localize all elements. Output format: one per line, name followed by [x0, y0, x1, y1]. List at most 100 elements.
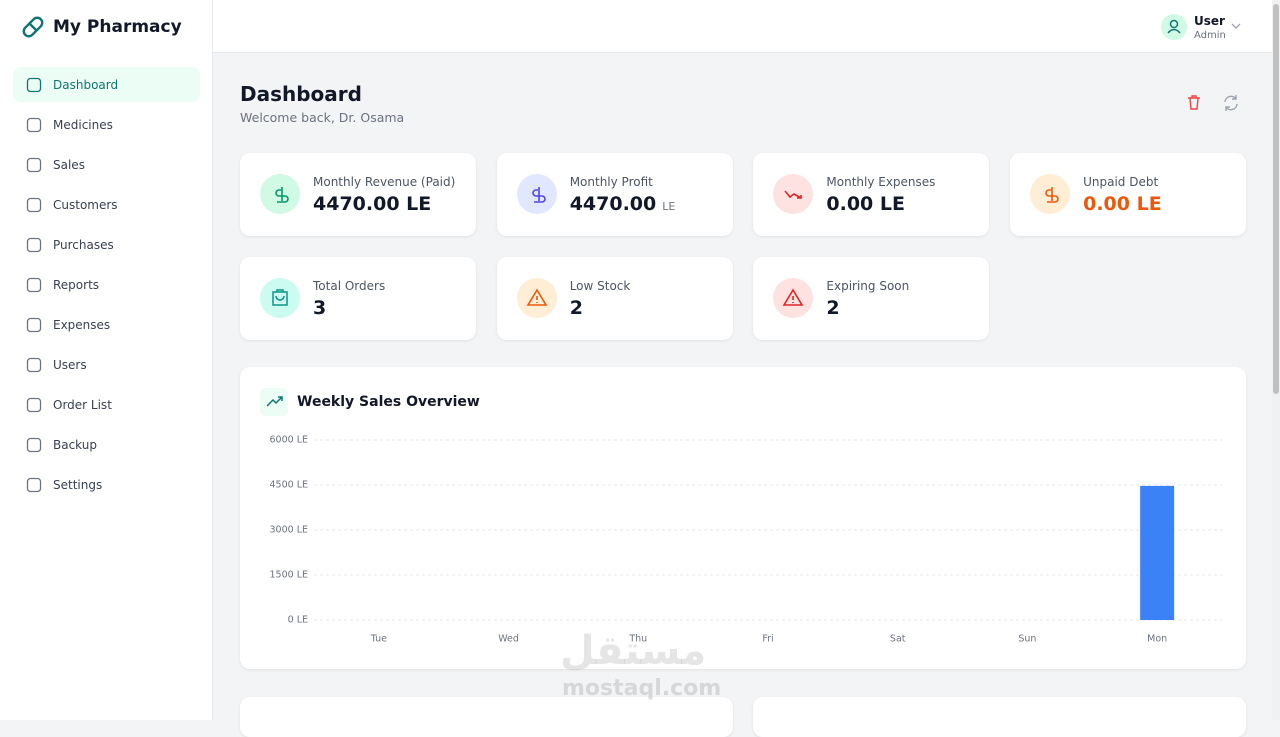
stat-icon — [260, 278, 300, 318]
stat-unit: LE — [662, 200, 676, 213]
stat-number: 4470.00 LE — [313, 193, 432, 215]
nav-label: Customers — [53, 197, 118, 212]
x-tick-label: Sun — [1018, 634, 1036, 645]
nav-icon — [26, 397, 42, 413]
nav-icon — [26, 357, 42, 373]
page-title: Dashboard — [240, 82, 362, 106]
nav-item[interactable]: Reports — [13, 267, 200, 302]
x-tick-label: Thu — [628, 634, 647, 645]
y-tick-label: 0 LE — [288, 615, 308, 626]
y-tick-label: 4500 LE — [270, 480, 309, 491]
panel — [240, 697, 733, 737]
header — [213, 0, 1273, 53]
stat-value: 2 — [826, 297, 839, 319]
nav-item[interactable]: Dashboard — [13, 67, 200, 102]
nav-label: Purchases — [53, 237, 114, 252]
nav-icon — [26, 197, 42, 213]
stat-number: 2 — [569, 297, 583, 319]
nav-icon — [26, 437, 42, 453]
stat-value: 3 — [313, 297, 326, 319]
stat-icon — [516, 278, 557, 318]
sidebar: My Pharmacy Dashboard Medicines Sales Custo… — [0, 0, 213, 720]
x-tick-label: Sat — [890, 634, 906, 645]
stat-card: Total Orders 3 — [240, 257, 476, 340]
nav-label: Dashboard — [53, 77, 119, 92]
nav-icon — [26, 317, 42, 333]
nav-icon — [26, 117, 42, 133]
stat-label: Low Stock — [569, 279, 631, 293]
stat-card: Expiring Soon 2 — [753, 257, 990, 340]
nav-item[interactable]: Users — [13, 347, 200, 382]
nav-label: Settings — [53, 477, 103, 492]
nav-icon — [26, 277, 42, 293]
nav-item[interactable]: Medicines — [13, 107, 200, 142]
brand: My Pharmacy — [53, 17, 182, 37]
watermark: mostaql.com — [562, 676, 722, 701]
chart-title: Weekly Sales Overview — [297, 394, 480, 410]
stat-label: Monthly Expenses — [826, 175, 936, 189]
x-tick-label: Fri — [762, 634, 773, 645]
y-tick-label: 3000 LE — [270, 525, 309, 536]
stat-card: Monthly Revenue (Paid) 4470.00 LE — [240, 153, 476, 236]
nav-label: Expenses — [53, 317, 111, 332]
stat-icon — [260, 174, 300, 214]
stat-value: 4470.00 LE — [313, 193, 431, 215]
watermark: مستقل — [560, 628, 707, 674]
nav-item[interactable]: Purchases — [13, 227, 200, 262]
stat-card: Monthly Expenses 0.00 LE — [753, 153, 990, 236]
user-name: User — [1194, 14, 1225, 28]
nav-item[interactable]: Settings — [13, 467, 200, 502]
stat-card: Monthly Profit 4470.00 LE — [496, 153, 733, 236]
bar — [1140, 485, 1175, 620]
user-role: Admin — [1194, 30, 1226, 41]
stat-icon — [773, 278, 814, 318]
nav-label: Sales — [53, 157, 85, 172]
panel — [753, 697, 1246, 737]
refresh-button[interactable] — [1224, 95, 1238, 111]
nav-item[interactable]: Order List — [13, 387, 200, 422]
stat-icon — [773, 174, 814, 214]
chart: Weekly Sales Overview 0 LE 1500 LE 3000 LE… — [260, 388, 1222, 645]
nav-icon — [26, 477, 42, 493]
scrollbar[interactable] — [1272, 0, 1280, 720]
y-tick-label: 1500 LE — [270, 570, 309, 581]
nav-icon — [26, 77, 42, 93]
stat-label: Total Orders — [313, 279, 386, 293]
nav-label: Order List — [53, 397, 112, 412]
stat-value: 2 — [570, 297, 583, 319]
stat-value: 4470.00 LE — [570, 193, 676, 215]
stat-icon — [1030, 174, 1071, 214]
nav-item[interactable]: Expenses — [13, 307, 200, 342]
chart-panel: Weekly Sales Overview 0 LE 1500 LE 3000 LE… — [240, 367, 1246, 669]
stat-label: Monthly Profit — [569, 175, 653, 189]
stat-number: 0.00 LE — [826, 193, 905, 215]
stat-number: 0.00 LE — [1083, 193, 1162, 215]
user-menu[interactable] — [1160, 13, 1250, 41]
stat-number: 2 — [826, 297, 840, 319]
nav-icon — [26, 157, 42, 173]
x-tick-label: Tue — [370, 634, 387, 645]
nav-label: Users — [53, 357, 87, 372]
stat-label: Monthly Revenue (Paid) — [313, 175, 456, 189]
stat-value: 0.00 LE — [826, 193, 905, 215]
delete-button[interactable] — [1188, 95, 1200, 110]
y-tick-label: 6000 LE — [270, 435, 309, 446]
nav-item[interactable]: Customers — [13, 187, 200, 222]
nav-item[interactable]: Sales — [13, 147, 200, 182]
stat-value: 0.00 LE — [1083, 193, 1162, 215]
nav-item[interactable]: Backup — [13, 427, 200, 462]
brand-logo — [22, 16, 44, 38]
nav-label: Backup — [53, 437, 97, 452]
stat-label: Expiring Soon — [826, 279, 910, 293]
stat-label: Unpaid Debt — [1083, 175, 1159, 189]
stat-number: 4470.00 — [569, 193, 657, 215]
nav-label: Medicines — [53, 117, 113, 132]
page-subtitle: Welcome back, Dr. Osama — [240, 110, 405, 125]
stat-card: Unpaid Debt 0.00 LE — [1010, 153, 1247, 236]
nav-label: Reports — [53, 277, 100, 292]
stat-card: Low Stock 2 — [496, 257, 733, 340]
stat-number: 3 — [313, 297, 327, 319]
x-tick-label: Wed — [498, 634, 519, 645]
toolbar — [1188, 95, 1238, 111]
